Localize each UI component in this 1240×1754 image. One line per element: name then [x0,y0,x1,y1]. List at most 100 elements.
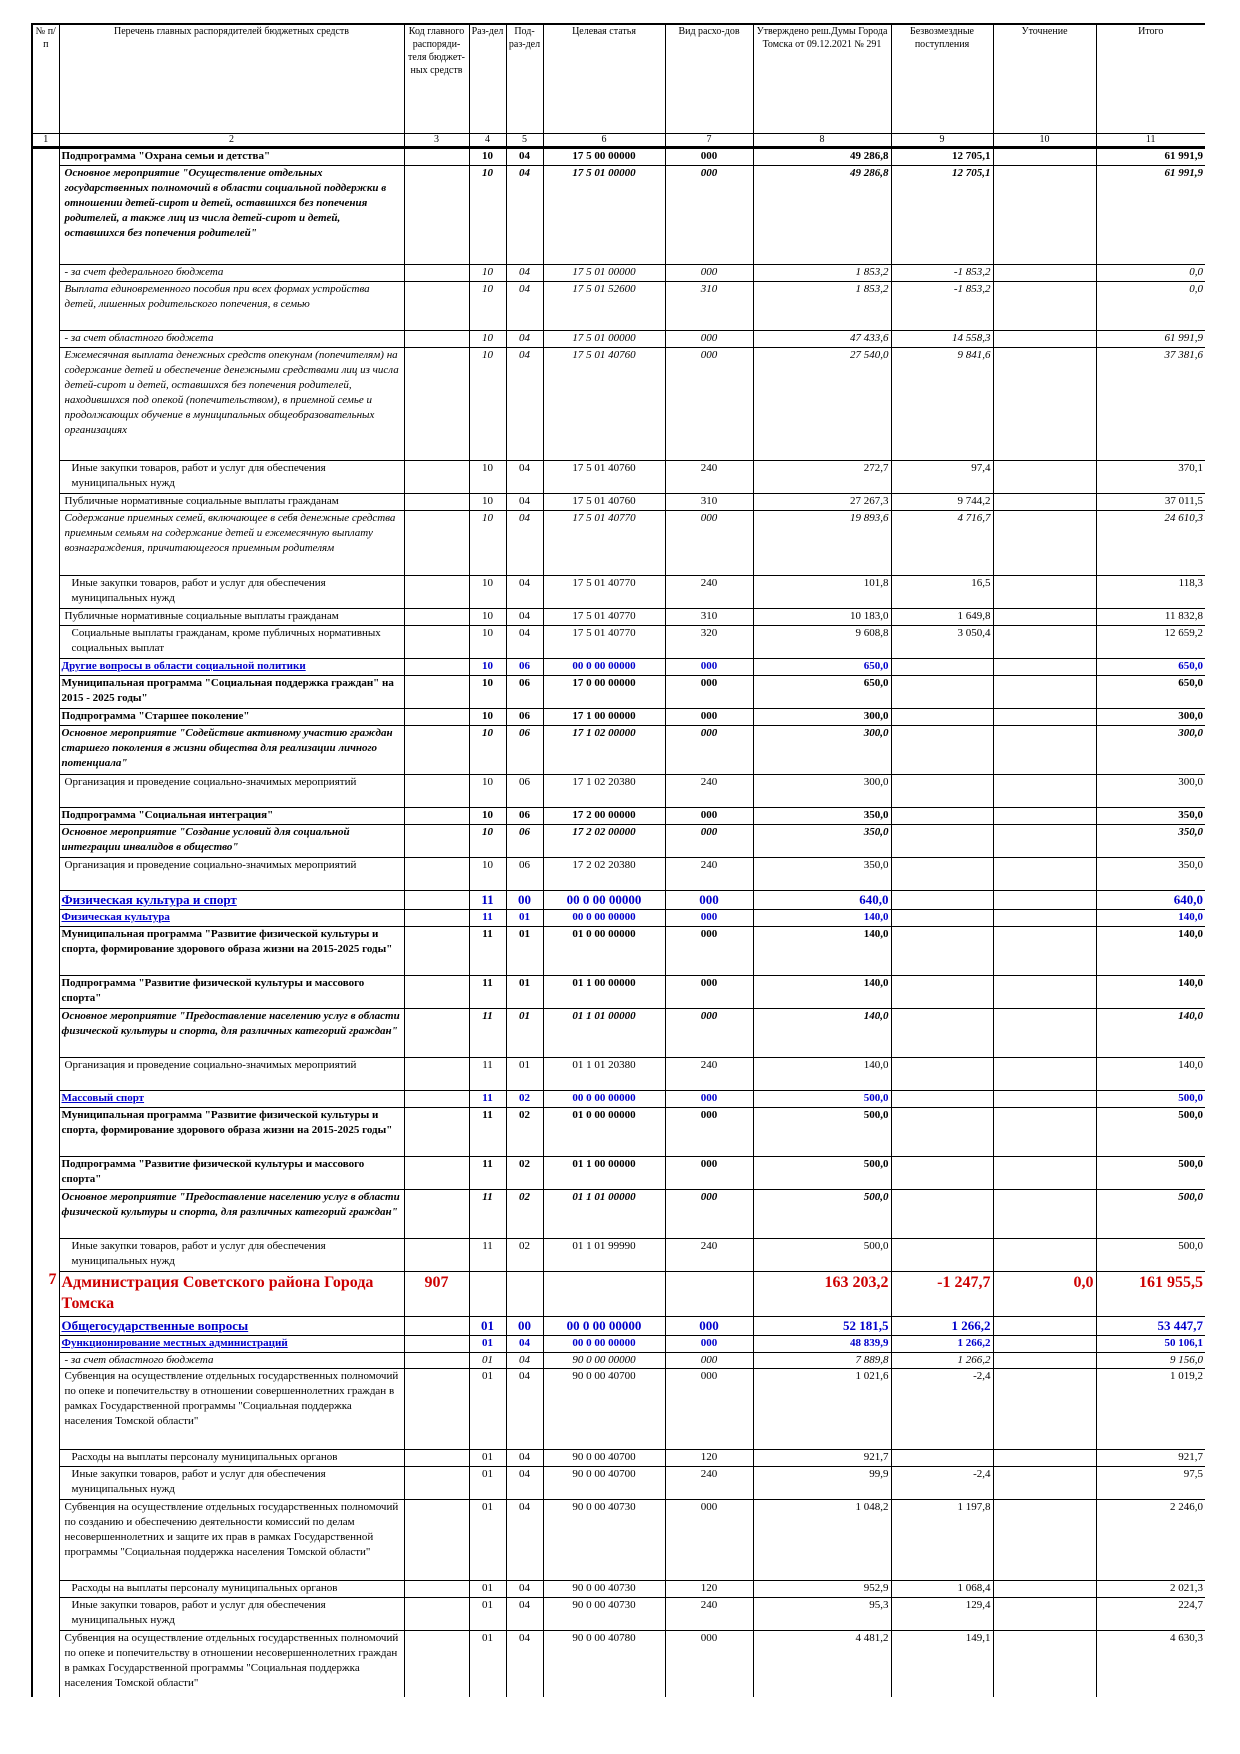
row-name-cell: Муниципальная программа "Социальная подд… [58,675,405,709]
row-clarification-cell [992,1316,1097,1336]
row-grants-cell [890,1057,994,1091]
row-section-cell: 10 [468,165,507,265]
table-row: Ежемесячная выплата денежных средств опе… [31,347,1205,461]
row-expense-type-cell: 000 [664,1630,754,1697]
row-expense-type-cell: 000 [664,975,754,1009]
row-total-cell: 350,0 [1095,807,1205,825]
row-total-cell: 97,5 [1095,1466,1205,1500]
row-total-cell: 650,0 [1095,675,1205,709]
row-name-cell: Расходы на выплаты персоналу муниципальн… [58,1449,405,1467]
row-grants-cell [890,1449,994,1467]
row-number-cell [31,493,60,511]
row-subsection-cell: 02 [505,1189,544,1239]
row-clarification-cell [992,1057,1097,1091]
row-target-article-cell: 90 0 00 40730 [542,1580,666,1598]
row-approved-cell: 350,0 [752,857,892,891]
table-row: - за счет областного бюджета 01 04 90 0 00 … [31,1352,1205,1369]
row-grants-cell: 12 705,1 [890,147,994,166]
row-expense-type-cell: 000 [664,926,754,976]
column-number: 4 [468,133,507,149]
row-number-cell [31,857,60,891]
row-subsection-cell [505,1271,544,1317]
table-row: Социальные выплаты гражданам, кроме публ… [31,625,1205,659]
row-approved-cell: 48 839,9 [752,1335,892,1353]
row-target-article-cell: 01 1 01 20380 [542,1057,666,1091]
row-total-cell: 50 106,1 [1095,1335,1205,1353]
row-code-cell [403,330,470,348]
table-row: Подпрограмма "Развитие физической культу… [31,1156,1205,1190]
row-expense-type-cell [664,1271,754,1317]
row-section-cell: 10 [468,281,507,331]
row-name-cell: Организация и проведение социально-значи… [58,774,405,808]
row-number-cell [31,1499,60,1581]
row-number-cell [31,824,60,858]
row-name-cell: Основное мероприятие "Содействие активно… [58,725,405,775]
row-expense-type-cell: 000 [664,1335,754,1353]
row-total-cell: 140,0 [1095,1008,1205,1058]
row-number-cell [31,1008,60,1058]
row-target-article-cell: 17 5 01 52600 [542,281,666,331]
row-section-cell: 11 [468,890,507,910]
table-row: Основное мероприятие "Предоставление нас… [31,1189,1205,1239]
row-grants-cell [890,909,994,927]
row-approved-cell: 52 181,5 [752,1316,892,1336]
row-clarification-cell [992,460,1097,494]
row-target-article-cell: 90 0 00 40700 [542,1449,666,1467]
row-section-cell: 01 [468,1499,507,1581]
row-grants-cell: 1 266,2 [890,1335,994,1353]
row-code-cell [403,165,470,265]
row-section-cell: 10 [468,824,507,858]
row-expense-type-cell: 000 [664,824,754,858]
row-section-cell: 01 [468,1597,507,1631]
row-subsection-cell: 01 [505,975,544,1009]
row-subsection-cell: 04 [505,1335,544,1353]
row-number-cell [31,347,60,461]
table-row: Иные закупки товаров, работ и услуг для … [31,1238,1205,1272]
row-code-cell [403,1057,470,1091]
row-grants-cell: 97,4 [890,460,994,494]
row-grants-cell: 3 050,4 [890,625,994,659]
row-clarification-cell [992,926,1097,976]
row-clarification-cell: 0,0 [992,1271,1097,1317]
row-subsection-cell: 04 [505,575,544,609]
row-subsection-cell: 01 [505,926,544,976]
row-clarification-cell [992,1368,1097,1450]
row-code-cell [403,1156,470,1190]
row-clarification-cell [992,824,1097,858]
row-approved-cell: 9 608,8 [752,625,892,659]
row-expense-type-cell: 000 [664,1156,754,1190]
row-subsection-cell: 01 [505,909,544,927]
row-expense-type-cell: 310 [664,281,754,331]
row-approved-cell: 7 889,8 [752,1352,892,1369]
row-expense-type-cell: 310 [664,493,754,511]
row-name-cell: Содержание приемных семей, включающее в … [58,510,405,576]
row-target-article-cell: 17 5 01 40760 [542,347,666,461]
row-number-cell [31,926,60,976]
row-total-cell: 24 610,3 [1095,510,1205,576]
row-code-cell [403,857,470,891]
row-name-cell: Подпрограмма "Развитие физической культу… [58,1156,405,1190]
row-code-cell [403,1008,470,1058]
column-number: 9 [890,133,994,149]
row-name-cell: Иные закупки товаров, работ и услуг для … [58,1466,405,1500]
row-total-cell: 61 991,9 [1095,147,1205,166]
row-target-article-cell: 90 0 00 40700 [542,1368,666,1450]
table-row: Подпрограмма "Старшее поколение" 10 06 17 1… [31,708,1205,726]
row-target-article-cell: 17 5 01 40770 [542,608,666,626]
row-code-cell: 907 [403,1271,470,1317]
row-section-cell: 10 [468,807,507,825]
row-total-cell: 53 447,7 [1095,1316,1205,1336]
row-approved-cell: 500,0 [752,1156,892,1190]
row-clarification-cell [992,1238,1097,1272]
row-grants-cell [890,774,994,808]
row-total-cell: 1 019,2 [1095,1368,1205,1450]
row-name-cell: Основное мероприятие "Предоставление нас… [58,1008,405,1058]
row-expense-type-cell: 000 [664,147,754,166]
row-approved-cell: 19 893,6 [752,510,892,576]
row-expense-type-cell: 240 [664,460,754,494]
row-total-cell: 500,0 [1095,1107,1205,1157]
row-expense-type-cell: 000 [664,1499,754,1581]
row-total-cell: 61 991,9 [1095,330,1205,348]
table-row: Функционирование местных администраций 01… [31,1335,1205,1353]
row-subsection-cell: 04 [505,1597,544,1631]
